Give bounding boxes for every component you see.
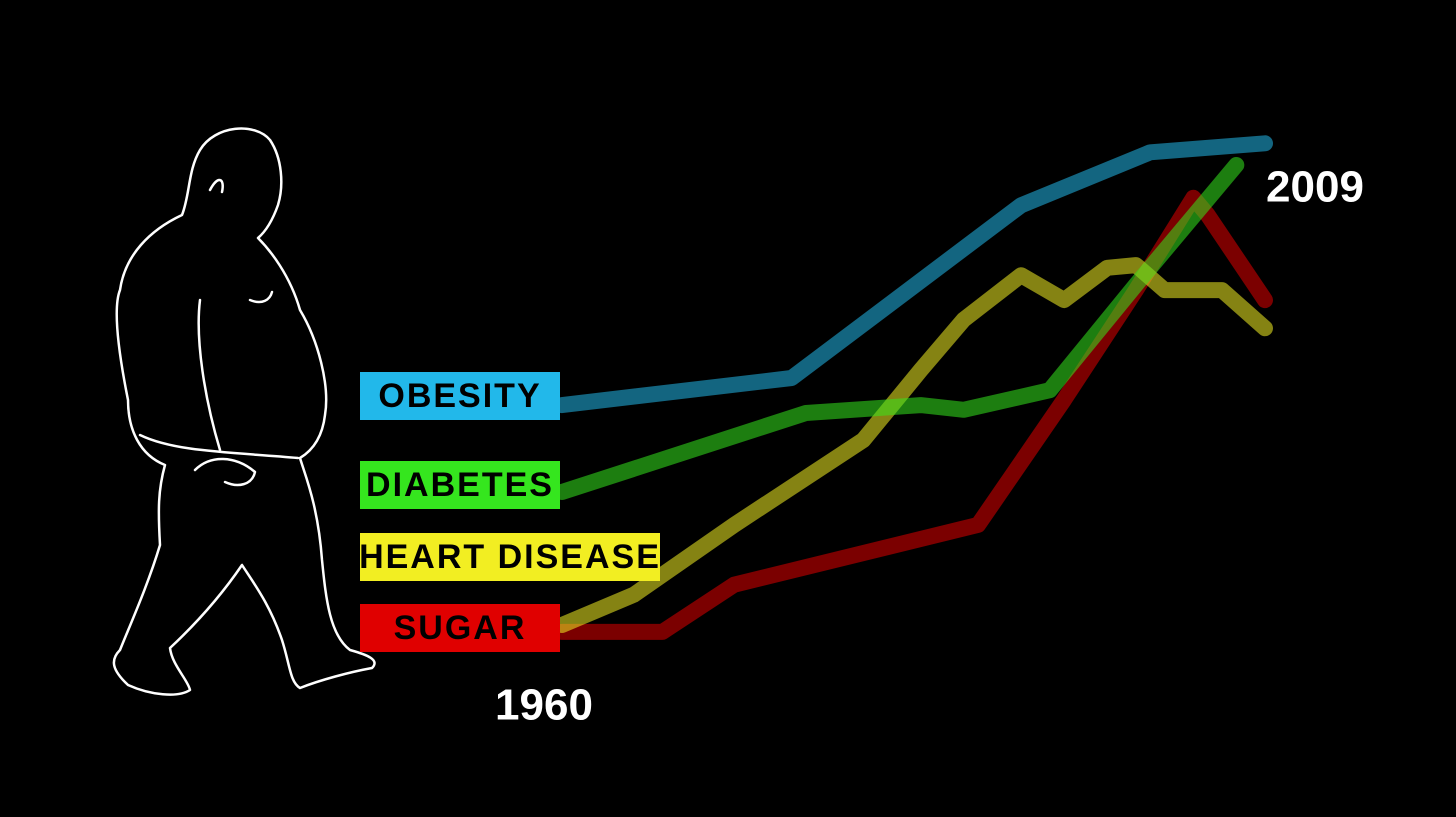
- legend-entry: DIABETES: [360, 461, 560, 509]
- x-tick-label: 2009: [1266, 163, 1364, 212]
- series-line: [554, 135, 1273, 414]
- legend-entry: HEART DISEASE: [359, 533, 661, 581]
- legend-swatch: [360, 372, 560, 420]
- legend-swatch: [360, 461, 560, 509]
- legend-label: HEART DISEASE: [359, 538, 661, 576]
- x-tick-label: 1960: [495, 681, 593, 730]
- legend-swatch: [360, 533, 660, 581]
- legend-swatch: [360, 604, 560, 652]
- legend-entry: SUGAR: [360, 604, 560, 652]
- legend-label: OBESITY: [378, 377, 541, 415]
- legend-label: DIABETES: [366, 466, 554, 504]
- legend-entry: OBESITY: [360, 372, 560, 420]
- series-line: [554, 157, 1245, 500]
- series-line: [554, 257, 1273, 633]
- legend-label: SUGAR: [394, 609, 527, 647]
- person-illustration: [112, 127, 376, 696]
